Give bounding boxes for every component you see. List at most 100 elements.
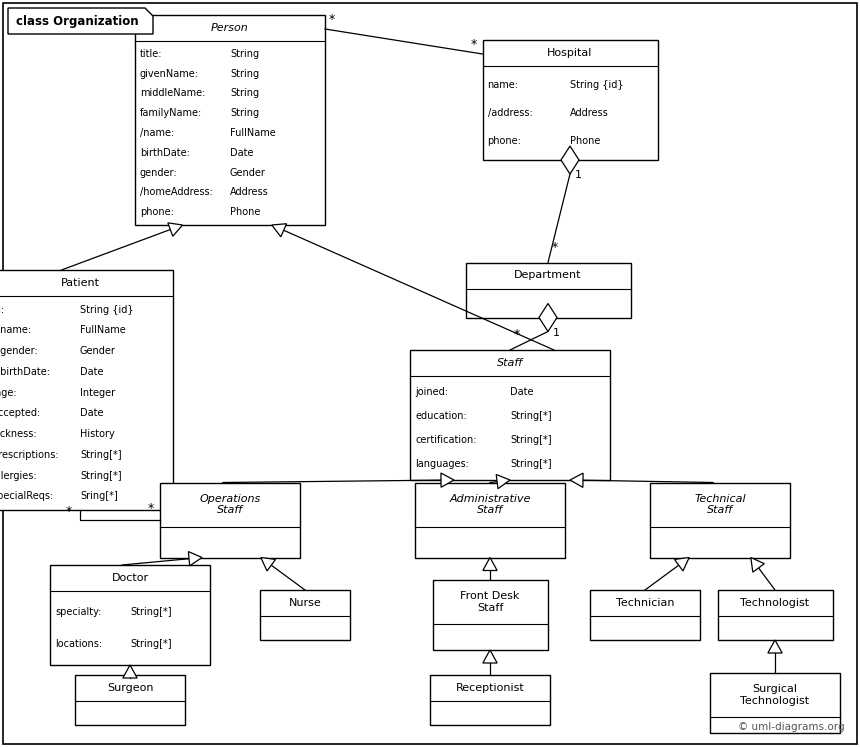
Text: Front Desk
Staff: Front Desk Staff — [460, 591, 519, 613]
Text: specialReqs:: specialReqs: — [0, 492, 53, 501]
Bar — [410, 350, 610, 480]
Text: name:: name: — [488, 79, 519, 90]
Text: ^gender:: ^gender: — [0, 346, 38, 356]
Text: © uml-diagrams.org: © uml-diagrams.org — [739, 722, 845, 732]
Text: Date: Date — [230, 148, 254, 158]
Text: 1: 1 — [575, 170, 582, 180]
Bar — [0, 270, 173, 510]
Text: Staff: Staff — [497, 358, 523, 368]
Text: Nurse: Nurse — [289, 598, 322, 608]
Text: /address:: /address: — [488, 108, 532, 118]
Bar — [135, 15, 325, 225]
Text: Date: Date — [80, 367, 103, 376]
Polygon shape — [482, 650, 497, 663]
Bar — [50, 565, 210, 665]
Polygon shape — [123, 665, 137, 678]
Text: *: * — [470, 38, 476, 51]
Bar — [430, 675, 550, 725]
Text: Address: Address — [230, 187, 268, 197]
Bar — [482, 40, 658, 160]
Text: Date: Date — [80, 409, 103, 418]
Text: accepted:: accepted: — [0, 409, 40, 418]
Text: String[*]: String[*] — [510, 411, 551, 421]
Text: Phone: Phone — [230, 207, 261, 217]
Polygon shape — [441, 473, 454, 487]
Text: String[*]: String[*] — [510, 459, 551, 469]
Text: *: * — [148, 502, 154, 515]
Text: FullName: FullName — [80, 325, 126, 335]
Text: /age:: /age: — [0, 388, 17, 397]
Text: String[*]: String[*] — [130, 639, 172, 649]
Polygon shape — [188, 551, 202, 565]
Text: String[*]: String[*] — [130, 607, 172, 617]
Text: *: * — [514, 328, 520, 341]
Polygon shape — [768, 640, 782, 653]
Text: Surgeon: Surgeon — [107, 683, 153, 693]
Bar — [433, 580, 548, 650]
Bar — [415, 483, 565, 557]
Text: String[*]: String[*] — [510, 435, 551, 445]
Text: education:: education: — [415, 411, 467, 421]
Polygon shape — [8, 8, 153, 34]
Text: /homeAddress:: /homeAddress: — [140, 187, 213, 197]
Text: Receptionist: Receptionist — [456, 683, 525, 693]
Text: *: * — [329, 13, 335, 26]
Text: String[*]: String[*] — [80, 471, 121, 481]
Text: Gender: Gender — [80, 346, 116, 356]
Bar — [465, 262, 630, 317]
Text: id:: id: — [0, 305, 4, 314]
Text: Technical
Staff: Technical Staff — [694, 494, 746, 515]
Text: Integer: Integer — [80, 388, 115, 397]
Text: Patient: Patient — [60, 278, 100, 288]
Text: Technician: Technician — [616, 598, 674, 608]
Text: sickness:: sickness: — [0, 430, 37, 439]
Bar — [75, 675, 185, 725]
Bar — [650, 483, 790, 557]
Polygon shape — [561, 146, 579, 174]
Text: birthDate:: birthDate: — [140, 148, 190, 158]
Text: FullName: FullName — [230, 128, 276, 138]
Text: Surgical
Technologist: Surgical Technologist — [740, 684, 809, 706]
Text: prescriptions:: prescriptions: — [0, 450, 59, 460]
Polygon shape — [272, 224, 286, 237]
Text: joined:: joined: — [415, 387, 448, 397]
Text: String: String — [230, 69, 259, 78]
Text: languages:: languages: — [415, 459, 469, 469]
Text: phone:: phone: — [488, 137, 521, 146]
Text: Doctor: Doctor — [112, 573, 149, 583]
Text: gender:: gender: — [140, 167, 178, 178]
Text: Phone: Phone — [570, 137, 600, 146]
Text: *: * — [66, 505, 72, 518]
Bar — [260, 590, 350, 640]
Text: middleName:: middleName: — [140, 88, 206, 99]
Text: History: History — [80, 430, 114, 439]
Text: givenName:: givenName: — [140, 69, 199, 78]
Bar — [590, 590, 700, 640]
Text: Technologist: Technologist — [740, 598, 809, 608]
Text: Date: Date — [510, 387, 533, 397]
Text: String: String — [230, 108, 259, 118]
Polygon shape — [496, 474, 510, 489]
Polygon shape — [482, 557, 497, 571]
Text: *: * — [552, 241, 558, 253]
Polygon shape — [168, 223, 182, 236]
Text: allergies:: allergies: — [0, 471, 37, 481]
Text: /name:: /name: — [140, 128, 175, 138]
Text: ^birthDate:: ^birthDate: — [0, 367, 51, 376]
Text: Sring[*]: Sring[*] — [80, 492, 118, 501]
Text: Department: Department — [514, 270, 581, 281]
Text: phone:: phone: — [140, 207, 174, 217]
Text: 1: 1 — [553, 327, 560, 338]
Text: locations:: locations: — [55, 639, 102, 649]
Text: Person: Person — [211, 23, 249, 33]
Polygon shape — [261, 557, 275, 571]
Text: Operations
Staff: Operations Staff — [200, 494, 261, 515]
Text: familyName:: familyName: — [140, 108, 202, 118]
Text: String[*]: String[*] — [80, 450, 121, 460]
Text: class Organization: class Organization — [16, 14, 138, 28]
Text: String {id}: String {id} — [570, 79, 624, 90]
Polygon shape — [539, 303, 557, 332]
Polygon shape — [751, 557, 765, 572]
Text: certification:: certification: — [415, 435, 476, 445]
Polygon shape — [570, 473, 583, 487]
